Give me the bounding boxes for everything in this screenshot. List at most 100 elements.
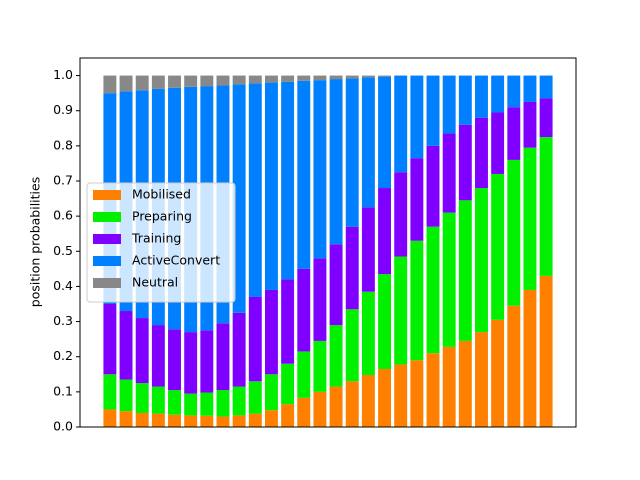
bar-segment xyxy=(507,75,521,108)
bar-segment xyxy=(264,374,278,411)
bar-segment xyxy=(151,325,165,387)
bar-segment xyxy=(200,330,214,393)
y-tick-label: 0.5 xyxy=(53,243,73,258)
y-tick-label: 1.0 xyxy=(53,67,73,82)
bar-segment xyxy=(232,75,246,85)
bar-segment xyxy=(216,75,230,86)
bar-segment xyxy=(313,80,327,259)
y-tick-label: 0.9 xyxy=(53,102,73,117)
bar-segment xyxy=(442,133,456,213)
bar-segment xyxy=(151,413,165,427)
bar-segment xyxy=(491,75,505,113)
legend-swatch xyxy=(93,234,121,244)
bar-segment xyxy=(184,415,198,427)
bar-segment xyxy=(507,305,521,427)
bar-segment xyxy=(442,346,456,427)
bar-segment xyxy=(539,98,553,138)
bar-segment xyxy=(184,332,198,394)
bar-segment xyxy=(491,173,505,320)
bar-segment xyxy=(345,78,359,227)
plot-frame xyxy=(79,57,577,428)
bar-segment xyxy=(232,415,246,427)
bar-segment xyxy=(297,351,311,398)
bar-segment xyxy=(361,77,375,208)
bar-segment xyxy=(410,158,424,241)
bar-segment xyxy=(361,291,375,375)
y-tick-label: 0.1 xyxy=(53,383,73,398)
bar-segment xyxy=(345,381,359,427)
bar-segment xyxy=(184,393,198,416)
bar-segment xyxy=(507,159,521,306)
y-tick-label: 0.3 xyxy=(53,313,73,328)
bar-segment xyxy=(523,289,537,427)
bar-segment xyxy=(475,188,488,333)
bar-segment xyxy=(264,75,278,83)
bar-segment xyxy=(264,289,278,375)
bar-segment xyxy=(216,323,230,391)
bar-segment xyxy=(475,332,488,427)
bar-segment xyxy=(232,312,246,387)
bar-segment xyxy=(248,413,262,427)
bar-segment xyxy=(394,75,408,173)
bar-segment xyxy=(281,404,295,427)
bar-segment xyxy=(329,386,343,427)
bar-segment xyxy=(394,172,408,257)
bar-segment xyxy=(475,117,488,189)
bar-segment xyxy=(329,244,343,326)
bar-segment xyxy=(135,318,149,384)
bar-segment xyxy=(491,112,505,174)
bar-segment xyxy=(281,81,295,280)
bar-segment xyxy=(119,75,133,92)
bar-segment xyxy=(200,75,214,87)
bar-segment xyxy=(313,75,327,81)
bar-segment xyxy=(410,240,424,361)
bar-segment xyxy=(168,75,181,88)
bar-segment xyxy=(329,325,343,387)
bar-segment xyxy=(119,311,133,380)
bar-segment xyxy=(281,75,295,82)
bar-segment xyxy=(232,386,246,416)
legend-swatch xyxy=(93,190,121,200)
bar-segment xyxy=(264,410,278,427)
bar-segment xyxy=(539,275,553,427)
y-tick-label: 0.7 xyxy=(53,173,73,188)
bar-segment xyxy=(426,226,440,354)
bar-segment xyxy=(297,268,311,352)
bar-segment xyxy=(248,83,262,297)
bar-segment xyxy=(539,75,553,99)
bar-segment xyxy=(119,379,133,412)
bar-segment xyxy=(458,124,472,201)
bar-segment xyxy=(458,200,472,341)
bar-segment xyxy=(264,82,278,290)
bar-segment xyxy=(232,84,246,313)
bar-segment xyxy=(297,75,311,81)
bar-segment xyxy=(297,397,311,427)
bar-segment xyxy=(458,75,472,125)
bar-segment xyxy=(248,381,262,414)
bar-segment xyxy=(329,79,343,245)
bar-segment xyxy=(394,256,408,365)
bar-segment xyxy=(523,101,537,148)
bar-segment xyxy=(426,75,440,146)
legend-label: Training xyxy=(131,231,181,246)
bar-segment xyxy=(135,412,149,427)
legend-label: Preparing xyxy=(132,209,192,224)
legend-swatch xyxy=(93,256,121,266)
y-tick-label: 0.0 xyxy=(53,419,73,434)
bar-segment xyxy=(361,207,375,292)
bar-segment xyxy=(426,353,440,427)
bar-segment xyxy=(281,363,295,405)
bar-segment xyxy=(442,75,456,134)
bar-segment xyxy=(313,340,327,392)
bar-segment xyxy=(103,409,117,427)
bar-segment xyxy=(184,75,198,87)
bar-segment xyxy=(248,296,262,382)
bar-segment xyxy=(378,369,392,427)
bar-segment xyxy=(135,75,149,91)
bar-segment xyxy=(103,374,117,410)
bar-segment xyxy=(345,75,359,79)
bar-segment xyxy=(345,226,359,310)
bar-segment xyxy=(200,392,214,416)
bar-segment xyxy=(313,258,327,341)
